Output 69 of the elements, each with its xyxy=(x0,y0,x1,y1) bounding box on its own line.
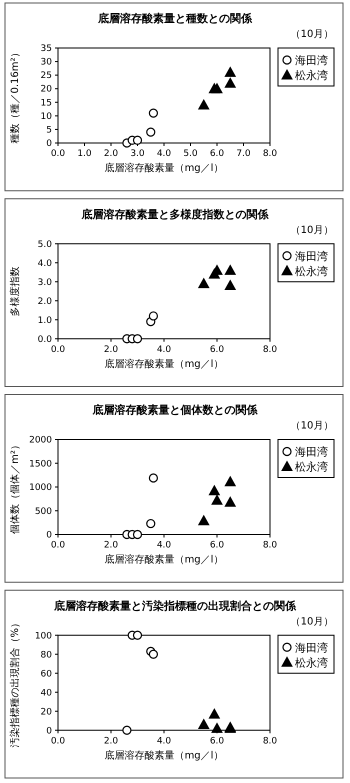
chart-title: 底層溶存酸素量と汚染指標種の出現割合との関係 xyxy=(53,599,297,612)
y-tick-label: 30 xyxy=(40,58,52,68)
legend-label: 松永湾 xyxy=(295,656,328,670)
x-tick-label: 6.0 xyxy=(210,540,224,550)
y-tick-label: 2.0 xyxy=(38,296,52,307)
y-tick-label: 10 xyxy=(40,112,52,122)
y-axis-title: 種数（種／0.16m²） xyxy=(10,47,21,144)
x-tick-label: 6.0 xyxy=(210,149,224,159)
x-tick-label: 4.0 xyxy=(156,540,172,550)
x-tick-label: 4.0 xyxy=(156,149,172,159)
text: （10月） xyxy=(290,29,334,40)
chart-title: 底層溶存酸素量と個体数との関係 xyxy=(92,404,258,416)
y-tick-label: 20 xyxy=(40,84,52,95)
x-tick-label: 8.0 xyxy=(262,344,278,355)
y-tick-label: 4.0 xyxy=(38,258,52,269)
text: （10月） xyxy=(290,224,334,236)
x-tick-label: 2.0 xyxy=(104,344,118,355)
y-tick-label: 20 xyxy=(40,707,52,718)
y-axis-title: 個体数（個体／m²） xyxy=(9,440,21,534)
x-tick-label: 2.0 xyxy=(104,149,118,159)
x-tick-label: 8.0 xyxy=(262,149,278,159)
y-tick-label: 0 xyxy=(46,139,52,149)
chart-title: 底層溶存酸素量と種数との関係 xyxy=(97,12,253,25)
legend-label: 松永湾 xyxy=(295,69,328,82)
y-tick-label: 40 xyxy=(40,688,52,698)
y-tick-label: 25 xyxy=(40,71,52,82)
x-tick-label: 8.0 xyxy=(262,540,278,550)
y-tick-label: 0 xyxy=(46,726,52,736)
chart-title: 底層溶存酸素量と多様度指数との関係 xyxy=(80,208,270,221)
y-tick-label: 100 xyxy=(34,631,52,642)
y-axis-title: 多様度指数 xyxy=(9,266,21,316)
x-tick-label: 1.0 xyxy=(77,149,92,159)
text: （10月） xyxy=(290,616,334,628)
y-tick-label: 3.0 xyxy=(38,278,52,288)
x-tick-label: 6.0 xyxy=(210,344,224,355)
legend-label: 松永湾 xyxy=(295,264,328,278)
x-tick-label: 2.0 xyxy=(104,540,118,550)
legend-label: 松永湾 xyxy=(295,460,328,474)
y-tick-label: 1500 xyxy=(29,459,52,470)
legend-label: 海田湾 xyxy=(295,250,328,263)
y-tick-label: 500 xyxy=(34,506,52,517)
x-tick-label: 7.0 xyxy=(236,149,251,159)
y-tick-label: 60 xyxy=(40,669,52,680)
y-tick-label: 0 xyxy=(46,530,52,540)
x-tick-label: 4.0 xyxy=(156,344,172,355)
y-tick-label: 1000 xyxy=(29,483,52,493)
x-axis-title: 底層溶存酸素量（mg／l） xyxy=(104,749,224,762)
y-tick-label: 2000 xyxy=(29,436,52,446)
x-axis-title: 底層溶存酸素量（mg／l） xyxy=(104,358,224,370)
y-tick-label: 5 xyxy=(46,125,52,136)
x-tick-label: 6.0 xyxy=(210,736,224,746)
legend-label: 海田湾 xyxy=(295,54,328,67)
y-tick-label: 5.0 xyxy=(38,240,52,250)
y-tick-label: 35 xyxy=(40,44,52,54)
x-tick-label: 4.0 xyxy=(156,736,172,746)
y-tick-label: 80 xyxy=(40,650,52,660)
text: （10月） xyxy=(290,420,334,432)
legend-label: 海田湾 xyxy=(295,641,328,654)
x-tick-label: 8.0 xyxy=(262,736,278,746)
x-axis-title: 底層溶存酸素量（mg／l） xyxy=(104,162,224,174)
x-tick-label: 2.0 xyxy=(104,736,118,746)
y-tick-label: 1.0 xyxy=(38,316,52,326)
x-tick-label: 3.0 xyxy=(130,149,145,159)
legend-label: 海田湾 xyxy=(295,446,328,458)
x-axis-title: 底層溶存酸素量（mg／l） xyxy=(104,554,224,566)
y-tick-label: 15 xyxy=(40,98,52,108)
y-tick-label: 0.0 xyxy=(38,334,52,345)
x-tick-label: 5.0 xyxy=(183,149,198,159)
y-axis-title: 汚染指標種の出現割合（%） xyxy=(9,618,21,748)
